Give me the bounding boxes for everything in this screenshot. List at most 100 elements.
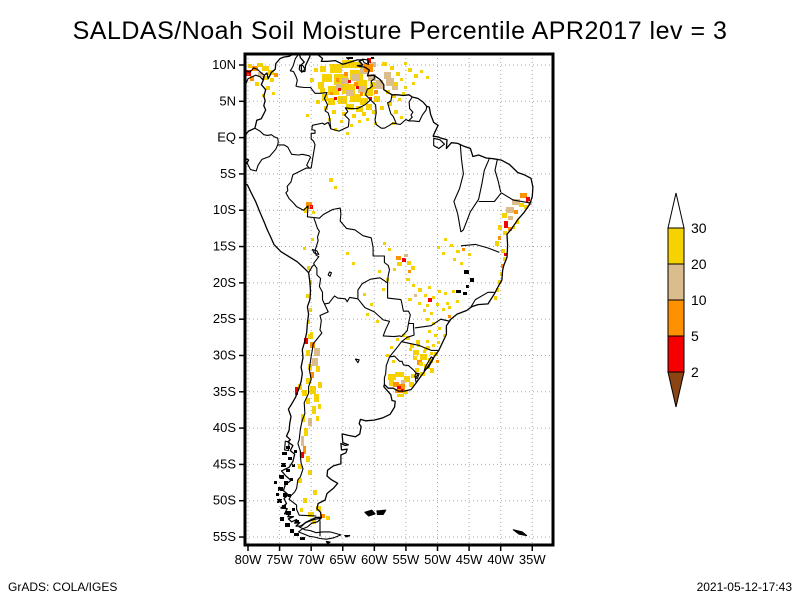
lon-tick-label: 65W [329, 552, 356, 567]
data-cell [402, 92, 405, 95]
data-cell [386, 78, 394, 86]
data-cell [516, 220, 519, 224]
data-cell [424, 364, 430, 369]
data-cell [424, 294, 427, 297]
lake-outline [298, 64, 306, 73]
data-cell [452, 290, 455, 293]
data-cell [350, 94, 361, 102]
data-cell [400, 78, 403, 81]
data-cell [436, 303, 439, 306]
data-cell [416, 340, 420, 344]
data-cell [508, 216, 513, 220]
data-cell [500, 272, 503, 276]
data-cell [280, 517, 284, 521]
data-cell [438, 290, 441, 293]
data-cell [340, 120, 343, 123]
data-cell [426, 318, 429, 321]
colorbar-level-label: 2 [691, 364, 699, 380]
data-cell [456, 250, 460, 253]
country-border [324, 295, 358, 305]
data-cell [312, 358, 318, 366]
plot-timestamp: 2021-05-12-17:43 [696, 580, 792, 594]
data-cell [443, 334, 446, 337]
country-border [277, 144, 312, 169]
country-border [357, 277, 388, 299]
data-cell [410, 344, 414, 348]
data-cell [520, 193, 527, 198]
data-cell [342, 60, 354, 68]
data-cell [298, 478, 302, 483]
colorbar: 30 20 10 5 2 [667, 192, 707, 408]
data-cell [342, 112, 346, 116]
data-cell [407, 261, 411, 265]
data-cell [411, 266, 415, 270]
data-cell [356, 106, 363, 112]
data-cell [342, 84, 355, 94]
data-cell [396, 72, 400, 76]
lake-outline [327, 271, 332, 277]
data-cell [334, 74, 348, 85]
data-cell [386, 354, 389, 357]
data-cell [388, 102, 392, 106]
data-cell [314, 348, 320, 356]
data-cell [285, 523, 290, 527]
data-cell [316, 506, 321, 511]
data-cell [358, 120, 361, 123]
lat-tick-label: 5S [220, 166, 236, 181]
data-cell [470, 278, 474, 282]
data-cell [294, 450, 297, 453]
data-cell [330, 64, 342, 73]
lat-tick-label: EQ [217, 130, 236, 145]
country-border [288, 303, 329, 517]
grid-lines [245, 54, 553, 545]
data-cell [519, 203, 524, 207]
data-cell [366, 313, 369, 316]
data-cell [460, 262, 463, 265]
soil-moisture-cells [246, 57, 532, 540]
colorbar-arrow-below [667, 371, 685, 408]
data-cell [266, 86, 270, 90]
data-cell [498, 280, 501, 284]
data-cell [314, 68, 318, 72]
data-cell [438, 327, 441, 330]
island-outline [284, 440, 290, 452]
data-cell [310, 386, 316, 394]
data-cell [306, 202, 312, 209]
data-cell [309, 308, 312, 312]
data-cell [396, 338, 399, 341]
data-cell [276, 493, 279, 496]
lon-tick-label: 55W [393, 552, 420, 567]
data-cell [286, 446, 290, 449]
data-cell [442, 308, 445, 311]
colorbar-arrow-above [667, 192, 685, 229]
data-cell [366, 104, 372, 110]
data-cell [426, 304, 429, 307]
data-cell [274, 73, 278, 77]
data-cell [376, 80, 383, 89]
data-cell [382, 288, 385, 291]
data-cell [495, 241, 499, 246]
country-border [401, 341, 440, 351]
data-cell [430, 352, 433, 355]
data-cell [378, 270, 381, 273]
data-cell [349, 57, 353, 59]
data-cell [526, 197, 530, 202]
colorbar-level-label: 20 [691, 256, 707, 272]
country-border [453, 144, 464, 233]
data-cell [312, 211, 315, 214]
coastline-south-america [245, 54, 534, 527]
data-cell [514, 210, 518, 214]
data-cell [503, 231, 507, 235]
data-cell [402, 258, 406, 262]
data-cell [348, 80, 351, 83]
map-area [245, 54, 553, 545]
country-border [460, 158, 490, 233]
data-cell [306, 398, 310, 404]
lat-tick-label: 20S [213, 275, 236, 290]
data-cell [308, 334, 313, 339]
data-cell [295, 387, 298, 395]
lon-tick-label: 40W [487, 552, 514, 567]
lat-tick-label: 50S [213, 493, 236, 508]
data-cell [284, 481, 288, 485]
data-cell [466, 285, 469, 288]
